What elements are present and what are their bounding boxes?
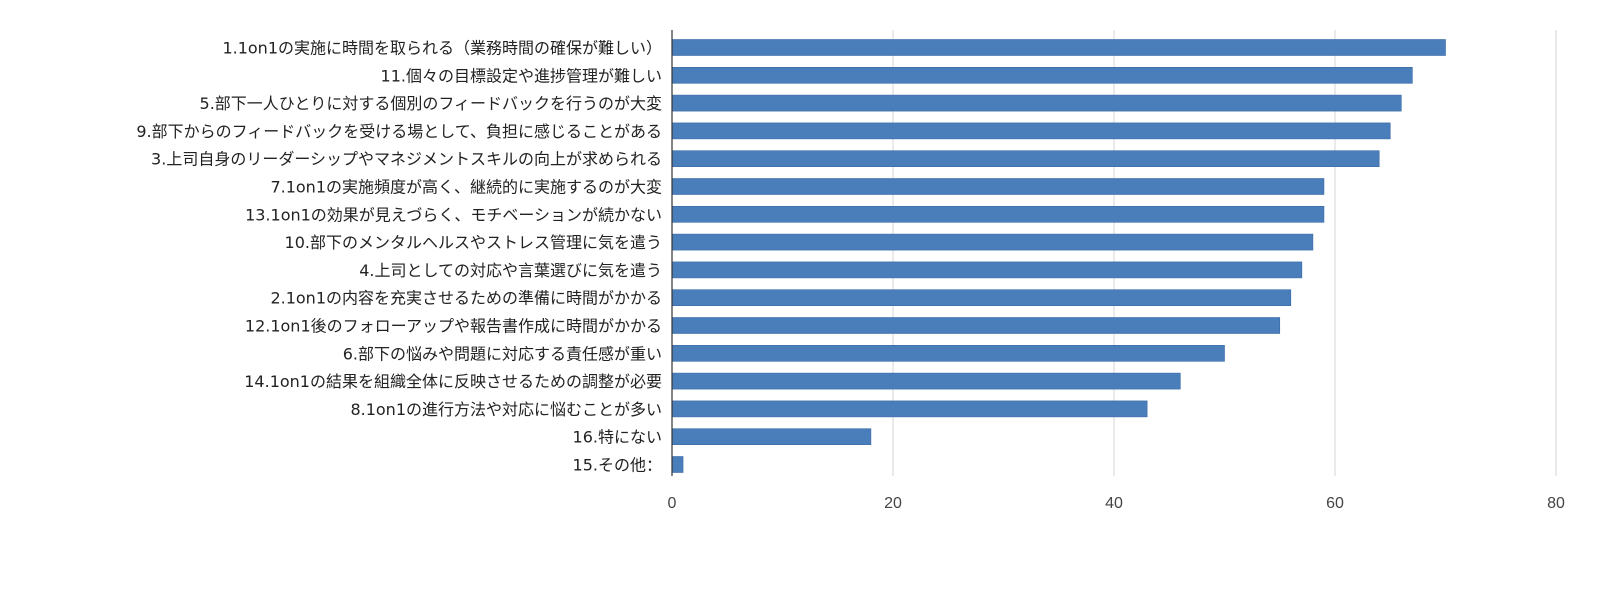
bar xyxy=(671,428,872,446)
bar xyxy=(671,261,1303,279)
bar xyxy=(671,317,1281,334)
category-label: 13.1on1の効果が見えづらく、モチベーションが続かない xyxy=(245,205,662,224)
x-tick-labels: 0 20 40 60 80 xyxy=(668,495,1565,512)
category-label: 14.1on1の結果を組織全体に反映させるための調整が必要 xyxy=(244,372,662,391)
bar xyxy=(671,289,1292,307)
category-label: 11.個々の目標設定や進捗管理が難しい xyxy=(381,66,662,85)
bar xyxy=(671,456,684,473)
bar xyxy=(671,206,1325,223)
bar xyxy=(671,233,1314,251)
bar xyxy=(671,150,1380,167)
bar xyxy=(671,94,1402,112)
category-label: 1.1on1の実施に時間を取られる（業務時間の確保が難しい） xyxy=(222,39,662,58)
x-tick-label: 60 xyxy=(1326,495,1344,512)
bar xyxy=(671,372,1181,390)
category-label: 10.部下のメンタルヘルスやストレス管理に気を遣う xyxy=(285,233,662,252)
bars xyxy=(671,39,1446,473)
category-label: 7.1on1の実施頻度が高く、継続的に実施するのが大変 xyxy=(270,178,662,197)
bar xyxy=(671,178,1325,195)
category-label: 2.1on1の内容を充実させるための準備に時間がかかる xyxy=(270,289,662,308)
bar xyxy=(671,400,1148,418)
category-label: 16.特にない xyxy=(573,428,662,447)
x-tick-label: 20 xyxy=(884,495,902,512)
category-label: 8.1on1の進行方法や対応に悩むことが多い xyxy=(350,400,662,419)
category-label: 6.部下の悩みや問題に対応する責任感が重い xyxy=(343,344,662,363)
bar xyxy=(671,39,1446,56)
x-tick-label: 0 xyxy=(668,495,677,512)
x-tick-label: 80 xyxy=(1547,495,1565,512)
category-labels: 1.1on1の実施に時間を取られる（業務時間の確保が難しい） 11.個々の目標設定… xyxy=(136,39,662,475)
category-label: 3.上司自身のリーダーシップやマネジメントスキルの向上が求められる xyxy=(151,150,662,169)
category-label: 12.1on1後のフォローアップや報告書作成に時間がかかる xyxy=(245,317,662,336)
bar xyxy=(671,122,1391,140)
category-label: 15.その他： xyxy=(573,456,662,475)
bar xyxy=(671,67,1413,84)
category-label: 4.上司としての対応や言葉選びに気を遣う xyxy=(359,261,662,280)
category-label: 5.部下一人ひとりに対する個別のフィードバックを行うのが大変 xyxy=(200,94,662,113)
category-label: 9.部下からのフィードバックを受ける場として、負担に感じることがある xyxy=(136,122,662,141)
bar xyxy=(671,344,1225,362)
x-tick-label: 40 xyxy=(1105,495,1123,512)
